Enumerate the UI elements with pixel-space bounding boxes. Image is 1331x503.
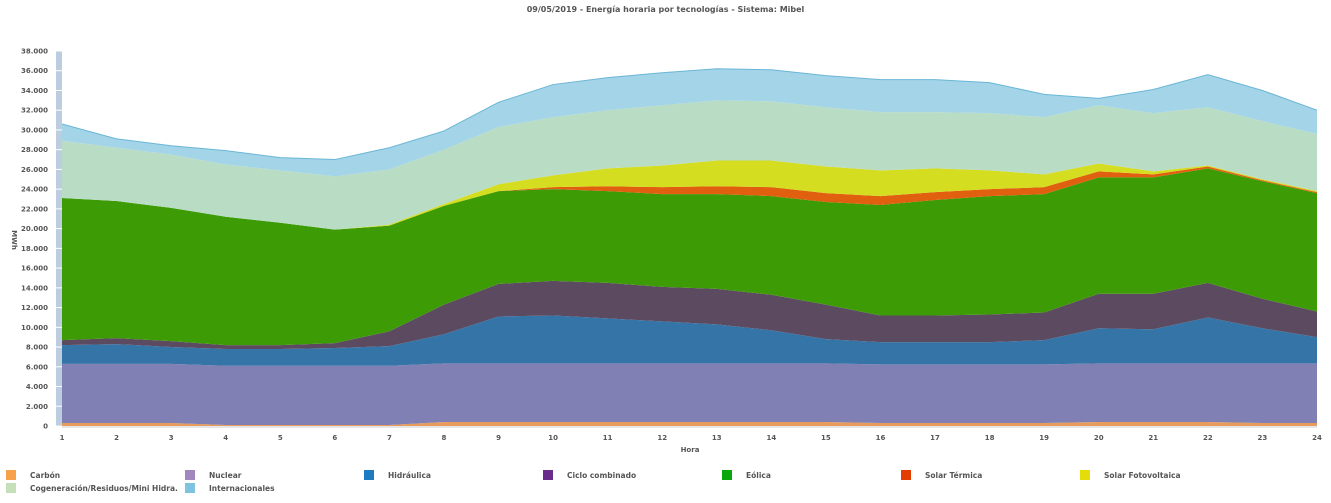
x-tick-label: 7 [387, 434, 392, 442]
x-tick-label: 18 [985, 434, 995, 442]
legend-label: Carbón [30, 470, 61, 480]
legend-swatch [543, 470, 553, 480]
x-tick-label: 21 [1148, 434, 1158, 442]
x-tick-label: 16 [876, 434, 886, 442]
legend-label: Cogeneración/Residuos/Mini Hidra. [30, 483, 178, 493]
legend-swatch [1080, 470, 1090, 480]
y-axis-strip [56, 51, 62, 426]
stacked-area-chart: 0 2.000 4.000 6.000 8.000 10.000 12.000 14.000 1… [10, 48, 1322, 455]
x-tick-label: 15 [821, 434, 831, 442]
area-hidr-ulica [62, 315, 1317, 366]
y-tick-label: 6.000 [26, 363, 48, 371]
y-tick-label: 10.000 [21, 324, 48, 332]
y-tick-label: 20.000 [21, 225, 48, 233]
x-tick-label: 10 [548, 434, 558, 442]
y-tick-label: 2.000 [26, 403, 48, 411]
y-tick-label: 28.000 [21, 146, 48, 154]
x-tick-label: 6 [332, 434, 337, 442]
legend-item[interactable]: Carbón [6, 470, 60, 480]
y-tick-label: 32.000 [21, 107, 48, 115]
legend-label: Solar Fotovoltaica [1104, 470, 1181, 480]
area-e-lica [62, 168, 1317, 346]
y-tick-label: 24.000 [21, 186, 48, 194]
x-tick-label: 22 [1203, 434, 1213, 442]
y-tick-label: 38.000 [21, 48, 48, 56]
x-tick-label: 1 [60, 434, 65, 442]
legend-swatch [185, 470, 195, 480]
y-tick-label: 36.000 [21, 67, 48, 75]
legend-swatch [722, 470, 732, 480]
y-tick-label: 22.000 [21, 205, 48, 213]
x-tick-label: 5 [278, 434, 283, 442]
legend-item[interactable]: Nuclear [185, 470, 241, 480]
area-internacionales [62, 68, 1317, 177]
y-tick-label: 26.000 [21, 166, 48, 174]
legend-item[interactable]: Internacionales [185, 483, 275, 493]
y-tick-label: 12.000 [21, 304, 48, 312]
y-tick-label: 8.000 [26, 344, 48, 352]
x-tick-label: 14 [766, 434, 776, 442]
legend-item[interactable]: Solar Térmica [901, 470, 982, 480]
legend-swatch [185, 483, 195, 493]
x-tick-label: 13 [712, 434, 722, 442]
x-tick-label: 20 [1094, 434, 1104, 442]
legend-label: Ciclo combinado [567, 470, 637, 480]
legend-item[interactable]: Cogeneración/Residuos/Mini Hidra. [6, 483, 178, 493]
x-tick-label: 9 [496, 434, 501, 442]
y-tick-label: 14.000 [21, 284, 48, 292]
legend-label: Solar Térmica [925, 470, 983, 480]
y-tick-label: 4.000 [26, 383, 48, 391]
x-tick-label: 23 [1258, 434, 1268, 442]
y-tick-label: 16.000 [21, 265, 48, 273]
x-tick-label: 11 [603, 434, 613, 442]
y-tick-label: 0 [43, 423, 48, 431]
x-axis-label: Hora [681, 446, 700, 454]
x-tick-label: 8 [442, 434, 447, 442]
y-tick-label: 18.000 [21, 245, 48, 253]
legend-label: Hidráulica [388, 470, 431, 480]
legend-label: Internacionales [209, 483, 275, 493]
area-ciclo-combinado [62, 280, 1317, 350]
legend-swatch [901, 470, 911, 480]
legend-item[interactable]: Solar Fotovoltaica [1080, 470, 1181, 480]
legend-swatch [6, 470, 16, 480]
x-tick-label: 19 [1039, 434, 1049, 442]
x-tick-label: 24 [1312, 434, 1322, 442]
x-tick-label: 2 [114, 434, 119, 442]
legend-swatch [6, 483, 16, 493]
legend-label: Nuclear [209, 470, 242, 480]
y-axis-label: MWh [10, 230, 18, 250]
area-nuclear [62, 363, 1317, 426]
y-tick-label: 34.000 [21, 87, 48, 95]
x-tick-label: 3 [169, 434, 174, 442]
x-tick-label: 4 [223, 434, 228, 442]
legend-swatch [364, 470, 374, 480]
legend-item[interactable]: Hidráulica [364, 470, 431, 480]
area-solar-fotovoltaica [62, 160, 1317, 230]
area-cogeneraci-n-residuos-mini-hidra- [62, 100, 1317, 230]
legend-item[interactable]: Eólica [722, 470, 771, 480]
legend-item[interactable]: Ciclo combinado [543, 470, 636, 480]
legend-label: Eólica [746, 470, 771, 480]
x-tick-label: 17 [930, 434, 940, 442]
chart-title: 09/05/2019 - Energía horaria por tecnolo… [526, 5, 805, 14]
y-tick-label: 30.000 [21, 126, 48, 134]
x-tick-label: 12 [657, 434, 667, 442]
top-line [61, 68, 1318, 161]
